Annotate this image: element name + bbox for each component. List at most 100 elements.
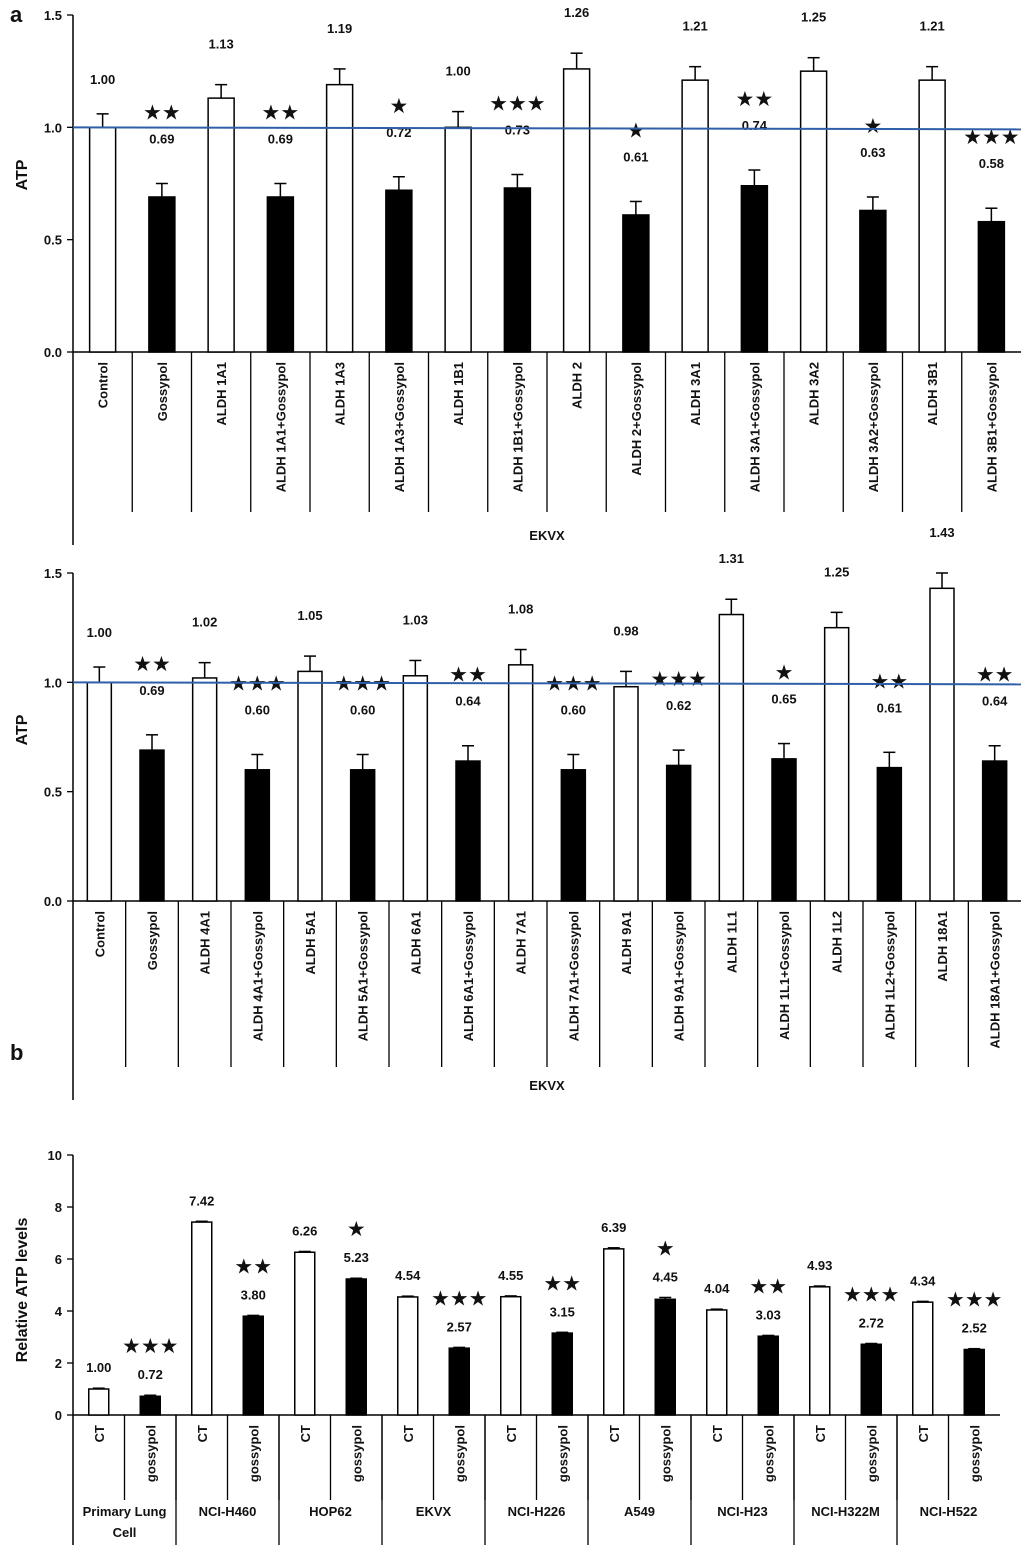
category-label: CT [607,1425,622,1442]
y-axis-title: ATP [14,714,31,745]
y-tick-label: 4 [55,1304,63,1319]
group-label: NCI-H226 [508,1504,566,1519]
category-label: ALDH 9A1 [619,911,634,975]
category-label: ALDH 6A1+Gossypol [461,911,476,1041]
data-label: 1.08 [508,602,533,617]
data-label: 4.54 [395,1268,421,1283]
data-label: 4.55 [498,1268,523,1283]
category-label: gossypol [349,1425,364,1482]
category-label: ALDH 5A1+Gossypol [356,911,371,1041]
bar [963,1348,985,1416]
data-label: 1.19 [327,21,352,36]
data-label: 0.58 [979,156,1004,171]
y-tick-label: 0.0 [44,894,62,909]
bar [799,70,828,353]
category-label: ALDH 1A1+Gossypol [273,362,288,492]
category-label: Gossypol [145,911,160,970]
significance-stars: ★ [863,115,882,138]
significance-stars: ★★★ [334,672,390,695]
bar [876,766,903,902]
category-label: ALDH 7A1+Gossypol [566,911,581,1041]
data-label: 1.02 [192,615,217,630]
data-label: 3.80 [241,1287,266,1302]
group-label: NCI-H322M [811,1504,880,1519]
category-label: gossypol [452,1425,467,1482]
data-label: 6.39 [601,1220,626,1235]
significance-stars: ★★★ [650,668,706,691]
chart-a-top: 0.00.51.01.5ATP1.00Control0.69★★Gossypol… [14,5,1022,545]
significance-stars: ★★ [736,88,774,111]
category-label: ALDH 3A1 [688,362,703,426]
chart-a-bottom: 0.0 0.5 1.0 1.5 ATP 1.00 Control 0.69 ★★ Gossypol… [14,525,1022,1100]
category-label: gossypol [864,1425,879,1482]
bar [809,1286,831,1416]
data-label: 3.03 [756,1307,781,1322]
bar [912,1301,934,1416]
y-tick-label: 1.0 [44,120,62,135]
bar [191,1221,213,1416]
bar [402,675,429,902]
bar [448,1347,470,1416]
category-label: gossypol [761,1425,776,1482]
bar [507,664,534,902]
reference-line [72,126,1022,131]
bar [823,626,850,902]
data-label: 1.00 [90,72,115,87]
bar [345,1278,367,1416]
category-label: CT [298,1425,313,1442]
data-label: 0.60 [561,702,586,717]
significance-stars: ★★★ [489,93,545,116]
category-label: CT [504,1425,519,1442]
group-label: HOP62 [309,1504,352,1519]
group-label: EKVX [529,528,565,543]
category-label: ALDH 1L2+Gossypol [882,911,897,1040]
data-label: 2.72 [859,1316,884,1331]
significance-stars: ★★ [449,664,487,687]
y-tick-label: 6 [55,1252,62,1267]
category-label: gossypol [658,1425,673,1482]
data-label: 0.69 [268,132,293,147]
bar [665,764,692,902]
category-label: ALDH 18A1 [935,911,950,982]
category-label: CT [401,1425,416,1442]
significance-stars: ★ [656,1237,675,1260]
group-label: Primary Lung Cell [83,1504,167,1540]
category-label: ALDH 4A1+Gossypol [250,911,265,1041]
category-label: ALDH 3B1+Gossypol [984,362,999,492]
category-label: ALDH 9A1+Gossypol [672,911,687,1041]
category-label: ALDH 4A1 [198,911,213,975]
category-label: gossypol [246,1425,261,1482]
category-label: ALDH 3A2 [807,362,822,426]
group-label: EKVX [416,1504,452,1519]
data-label: 1.25 [801,10,826,25]
bar [981,760,1008,902]
bar [603,1248,625,1416]
category-label: ALDH 3A2+Gossypol [866,362,881,492]
data-label: 1.00 [86,1360,111,1375]
y-axis-title: Relative ATP levels [14,1218,31,1363]
group-label: NCI-H522 [920,1504,978,1519]
category-label: ALDH 6A1 [408,911,423,975]
data-label: 0.72 [138,1367,163,1382]
y-tick-label: 1.5 [44,8,62,23]
category-label: gossypol [143,1425,158,1482]
panel-b-label: b [10,1040,23,1065]
category-label: CT [92,1425,107,1442]
significance-stars: ★ [626,119,645,142]
category-label: ALDH 3B1 [925,362,940,426]
data-label: 0.61 [877,700,902,715]
category-label: Gossypol [155,362,170,421]
data-label: 2.52 [962,1321,987,1336]
category-label: ALDH 1B1+Gossypol [510,362,525,492]
bar [500,1295,522,1416]
bar [207,97,235,353]
significance-stars: ★★★ [122,1335,178,1358]
bar [771,758,797,902]
bar [297,670,323,902]
significance-stars: ★ [389,95,408,118]
bar [613,685,639,902]
bar [294,1251,316,1416]
data-label: 0.98 [613,623,638,638]
significance-stars: ★★ [234,1255,272,1278]
